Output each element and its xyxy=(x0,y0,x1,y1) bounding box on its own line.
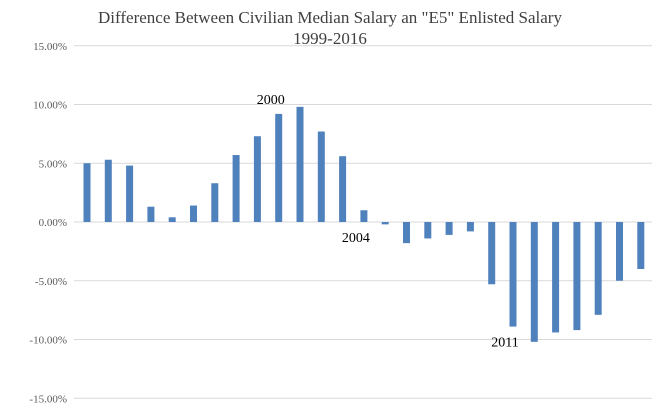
bar xyxy=(488,222,496,285)
chart-subtitle: 1999-2016 xyxy=(293,29,367,48)
bar xyxy=(552,222,560,333)
bar xyxy=(637,222,645,269)
bar xyxy=(190,205,197,222)
bar xyxy=(403,222,410,244)
bar xyxy=(147,206,155,222)
bar xyxy=(530,222,538,342)
bar xyxy=(445,222,453,235)
y-tick-label: -5.00% xyxy=(35,276,67,288)
y-tick-label: 0.00% xyxy=(39,217,67,229)
y-tick-label: -15.00% xyxy=(29,393,67,404)
annotation-label: 2011 xyxy=(491,336,518,351)
bar xyxy=(317,131,325,222)
y-tick-label: -10.00% xyxy=(29,335,67,347)
bar xyxy=(381,222,389,225)
bar xyxy=(360,210,368,222)
annotation-label: 2004 xyxy=(342,231,370,246)
bar xyxy=(339,156,347,222)
y-tick-label: 15.00% xyxy=(33,41,67,53)
bar xyxy=(573,222,581,331)
bar xyxy=(424,222,432,239)
annotation-label: 2000 xyxy=(257,93,285,108)
y-tick-label: 10.00% xyxy=(33,100,67,112)
bar xyxy=(211,183,219,222)
y-tick-label: 5.00% xyxy=(39,158,67,170)
chart-title: Difference Between Civilian Median Salar… xyxy=(98,8,562,27)
bar xyxy=(466,222,474,232)
bar xyxy=(83,163,91,222)
bar xyxy=(232,155,240,222)
bar xyxy=(509,222,517,327)
bar xyxy=(168,217,176,222)
bar xyxy=(296,106,304,222)
bar xyxy=(253,136,261,222)
bar xyxy=(104,159,112,222)
bar xyxy=(275,113,283,222)
bar xyxy=(126,165,134,222)
bar xyxy=(594,222,602,315)
bar xyxy=(616,222,623,281)
